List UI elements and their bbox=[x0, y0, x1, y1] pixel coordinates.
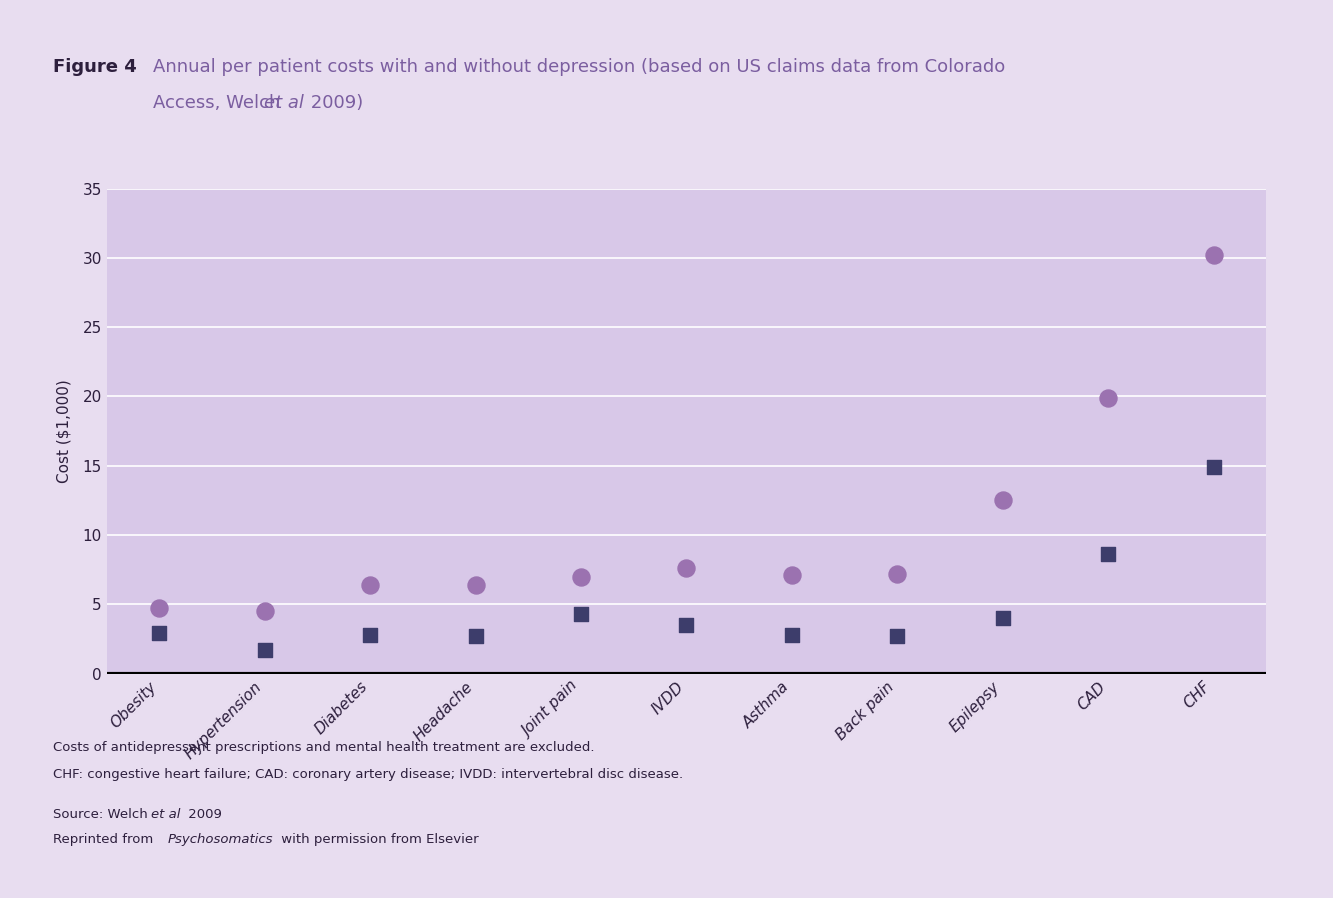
Point bbox=[992, 611, 1013, 625]
Point bbox=[465, 577, 487, 592]
Text: Costs of antidepressant prescriptions and mental health treatment are excluded.: Costs of antidepressant prescriptions an… bbox=[53, 741, 595, 753]
Point bbox=[255, 643, 276, 657]
Point bbox=[781, 628, 802, 642]
Point bbox=[1202, 248, 1224, 262]
Point bbox=[992, 493, 1013, 507]
Point bbox=[465, 629, 487, 643]
Point bbox=[886, 629, 908, 643]
Y-axis label: Cost ($1,000): Cost ($1,000) bbox=[56, 379, 71, 483]
Point bbox=[676, 618, 697, 632]
Point bbox=[676, 561, 697, 576]
Point bbox=[149, 601, 171, 615]
Text: et al: et al bbox=[151, 808, 180, 821]
Point bbox=[571, 569, 592, 584]
Text: 2009: 2009 bbox=[184, 808, 221, 821]
Text: CHF: congestive heart failure; CAD: coronary artery disease; IVDD: intervertebra: CHF: congestive heart failure; CAD: coro… bbox=[53, 768, 684, 780]
Point bbox=[360, 628, 381, 642]
Text: Annual per patient costs with and without depression (based on US claims data fr: Annual per patient costs with and withou… bbox=[153, 58, 1005, 76]
Text: Reprinted from: Reprinted from bbox=[53, 833, 157, 846]
Point bbox=[1097, 547, 1118, 561]
Text: et al: et al bbox=[264, 94, 304, 112]
Point bbox=[149, 626, 171, 640]
Point bbox=[360, 577, 381, 592]
Point bbox=[1097, 391, 1118, 405]
Text: Access, Welch: Access, Welch bbox=[153, 94, 287, 112]
Point bbox=[1202, 460, 1224, 474]
Text: Psychosomatics: Psychosomatics bbox=[168, 833, 273, 846]
Point bbox=[571, 607, 592, 621]
Point bbox=[781, 568, 802, 582]
Point bbox=[886, 567, 908, 581]
Text: Figure 4: Figure 4 bbox=[53, 58, 137, 76]
Text: 2009): 2009) bbox=[305, 94, 364, 112]
Point bbox=[255, 604, 276, 619]
Text: Source: Welch: Source: Welch bbox=[53, 808, 152, 821]
Text: with permission from Elsevier: with permission from Elsevier bbox=[277, 833, 479, 846]
